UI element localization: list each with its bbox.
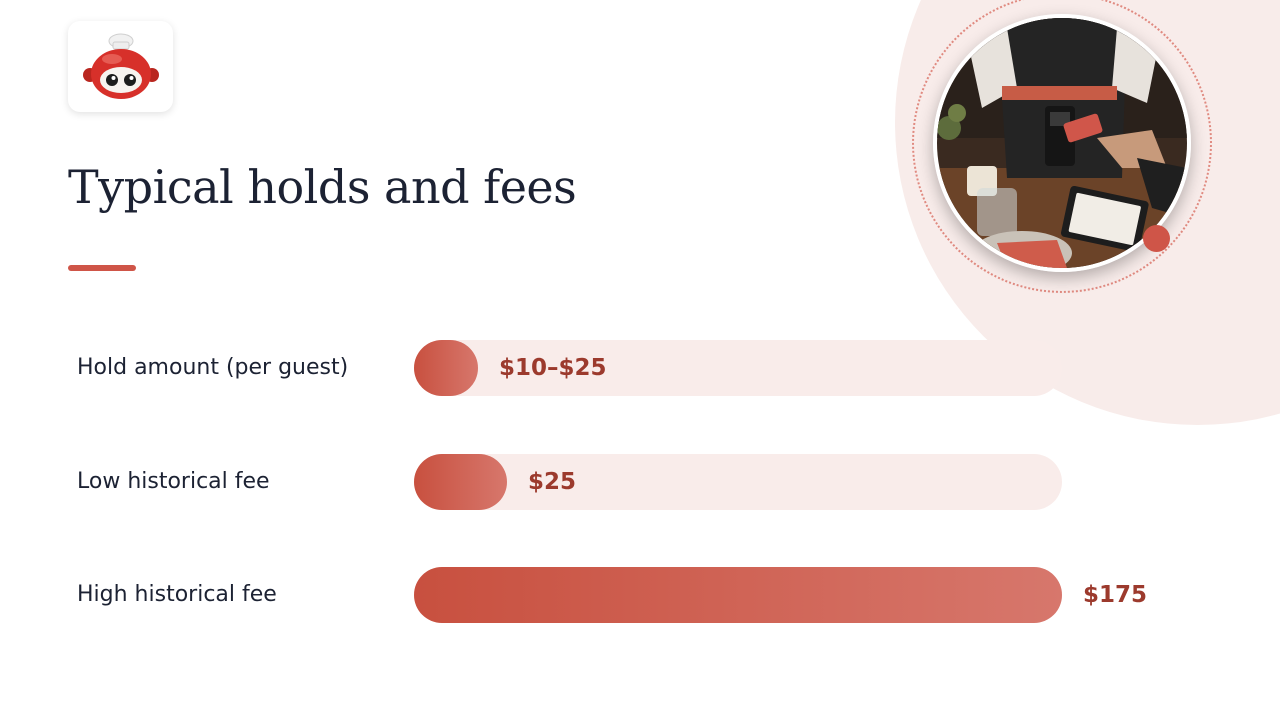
- category-label: High historical fee: [77, 582, 277, 607]
- category-label: Hold amount (per guest): [77, 355, 349, 380]
- bar-track: [414, 340, 1062, 396]
- logo: [68, 21, 173, 112]
- bar: [414, 454, 507, 510]
- data-label: $10–$25: [499, 355, 607, 381]
- photo-accent-dot: [1143, 225, 1170, 252]
- chef-robot-icon: [83, 33, 159, 99]
- bar: [414, 340, 478, 396]
- photo-dotted-ring: [912, 0, 1212, 293]
- title-underline: [68, 265, 136, 271]
- bar-track: [414, 454, 1062, 510]
- bar: [414, 567, 1062, 623]
- page-title: Typical holds and fees: [68, 160, 577, 214]
- data-label: $175: [1083, 582, 1148, 608]
- category-label: Low historical fee: [77, 469, 270, 494]
- data-label: $25: [528, 469, 577, 495]
